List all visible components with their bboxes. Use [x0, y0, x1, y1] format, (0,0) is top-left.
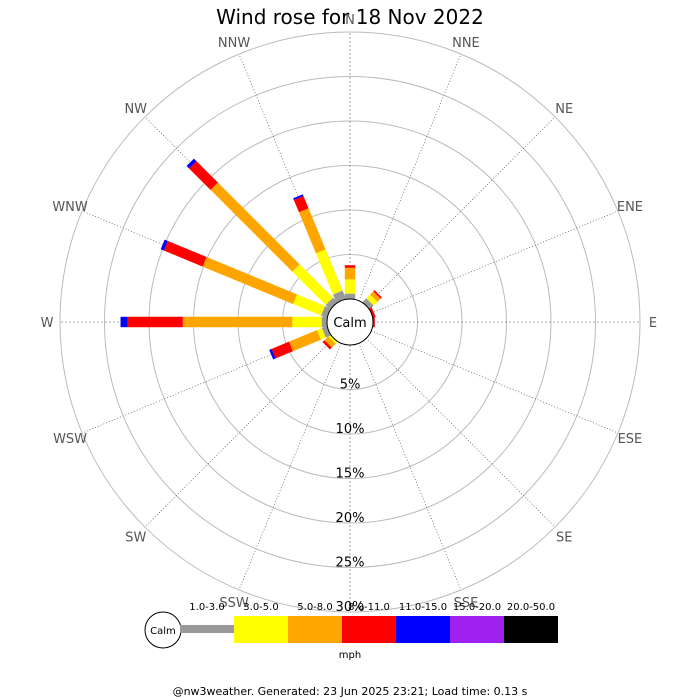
- ring-label-6: 30%: [336, 600, 365, 615]
- direction-label-ssw: SSW: [219, 596, 249, 611]
- direction-label-sw: SW: [125, 530, 146, 545]
- direction-label-sse: SSE: [454, 596, 479, 611]
- spoke-ese: [371, 330, 619, 434]
- legend: Calm 1.0-3.0 3.0-5.0 5.0-8.0 8.0-11.0 11.0-15…: [144, 602, 558, 661]
- legend-swatch-2: [288, 616, 342, 643]
- bar-w-3_0-5_0: [292, 316, 322, 328]
- legend-swatch-0: [180, 625, 234, 633]
- legend-units: mph: [339, 650, 361, 661]
- bar-n-1_0-3_0: [344, 293, 356, 299]
- bar-sw-8_0-11_0: [322, 340, 332, 350]
- bar-sw-5_0-8_0: [324, 336, 336, 348]
- direction-label-w: W: [41, 316, 54, 331]
- ring-labels: 5% 10% 15% 20% 25% 30%: [336, 378, 365, 616]
- ring-label-4: 20%: [336, 511, 365, 526]
- bar-nnw-11_0-15_0: [293, 194, 304, 200]
- grid-circle: [59, 31, 641, 613]
- direction-label-e: E: [649, 316, 657, 331]
- spoke-ene: [371, 210, 619, 314]
- bar-nw-11_0-15_0: [186, 158, 197, 169]
- bar-ne-1_0-3_0: [362, 298, 374, 310]
- direction-label-wsw: WSW: [53, 432, 87, 447]
- legend-calm-label: Calm: [150, 626, 176, 637]
- bar-nnw-3_0-5_0: [315, 249, 343, 295]
- bar-nnw-5_0-8_0: [298, 208, 326, 254]
- bar-ne-8_0-11_0: [373, 290, 382, 299]
- direction-label-wnw: WNW: [52, 200, 88, 215]
- bar-nw-8_0-11_0: [189, 161, 218, 190]
- spoke-sw: [144, 337, 335, 528]
- bar-w-11_0-15_0: [120, 316, 128, 328]
- bar-ne-3_0-5_0: [366, 294, 378, 306]
- direction-label-n: N: [345, 13, 355, 28]
- bar-wsw-3_0-5_0: [316, 328, 326, 340]
- legend-label-6: 20.0-50.0: [507, 602, 555, 613]
- bar-w-8_0-11_0: [127, 316, 183, 328]
- bar-wsw-5_0-8_0: [288, 330, 321, 352]
- legend-label-5: 15.0-20.0: [453, 602, 501, 613]
- calm-center: Calm: [326, 298, 374, 346]
- calm-label: Calm: [333, 316, 366, 331]
- bar-wnw-1_0-3_0: [321, 306, 331, 318]
- spoke-nw: [144, 116, 335, 307]
- legend-swatch-4: [396, 616, 450, 643]
- legend-swatch-6: [504, 616, 558, 643]
- bar-nw-3_0-5_0: [292, 264, 334, 306]
- spoke-ssw: [238, 343, 342, 591]
- ring-label-3: 15%: [336, 467, 365, 482]
- bar-e-8_0-11_0: [373, 316, 375, 328]
- bar-wnw-5_0-8_0: [202, 256, 298, 305]
- legend-label-1: 3.0-5.0: [243, 602, 278, 613]
- bar-wsw-1_0-3_0: [321, 326, 331, 338]
- direction-label-se: SE: [556, 530, 572, 545]
- bar-nw-1_0-3_0: [325, 297, 338, 310]
- ring-label-2: 10%: [336, 422, 365, 437]
- bar-ne-5_0-8_0: [370, 291, 381, 302]
- footer-text: @nw3weather. Generated: 23 Jun 2025 23:2…: [173, 685, 528, 698]
- direction-label-nne: NNE: [452, 36, 480, 51]
- spoke-nnw: [238, 53, 342, 301]
- direction-label-ene: ENE: [617, 200, 643, 215]
- chart-title: Wind rose for 18 Nov 2022: [216, 5, 484, 29]
- direction-label-ese: ESE: [618, 432, 643, 447]
- spoke-se: [365, 337, 556, 528]
- legend-label-3: 8.0-11.0: [348, 602, 390, 613]
- direction-label-nw: NW: [124, 102, 147, 117]
- wind-bars: [120, 158, 382, 360]
- legend-swatch-1: [234, 616, 288, 643]
- bar-ene-8_0-11_0: [369, 307, 376, 318]
- bar-wnw-8_0-11_0: [163, 240, 207, 267]
- bar-n-3_0-5_0: [344, 279, 356, 294]
- direction-label-nnw: NNW: [218, 36, 250, 51]
- bar-n-5_0-8_0: [344, 267, 356, 280]
- bar-w-1_0-3_0: [321, 316, 327, 328]
- bar-nnw-8_0-11_0: [293, 195, 309, 213]
- bar-nw-5_0-8_0: [210, 182, 300, 272]
- calm-circle: [326, 298, 374, 346]
- legend-label-0: 1.0-3.0: [189, 602, 224, 613]
- legend-label-4: 11.0-15.0: [399, 602, 447, 613]
- spoke-wsw: [81, 330, 329, 434]
- grid-circle: [104, 76, 596, 568]
- spoke-ne: [365, 116, 556, 307]
- direction-label-ne: NE: [555, 102, 573, 117]
- legend-swatch-5: [450, 616, 504, 643]
- spoke-sse: [358, 343, 462, 591]
- spoke-wnw: [81, 210, 329, 314]
- bar-wnw-11_0-15_0: [160, 239, 168, 251]
- legend-label-2: 5.0-8.0: [297, 602, 332, 613]
- spoke-nne: [358, 53, 462, 301]
- legend-swatch-3: [342, 616, 396, 643]
- bar-w-5_0-8_0: [182, 316, 293, 328]
- bar-sw-3_0-5_0: [328, 334, 338, 344]
- bar-wsw-8_0-11_0: [271, 341, 293, 359]
- bar-wsw-11_0-15_0: [269, 348, 276, 360]
- ring-label-5: 25%: [336, 556, 365, 571]
- bar-n-8_0-11_0: [344, 265, 356, 268]
- ring-label-1: 5%: [340, 378, 361, 393]
- bar-wnw-3_0-5_0: [293, 294, 325, 316]
